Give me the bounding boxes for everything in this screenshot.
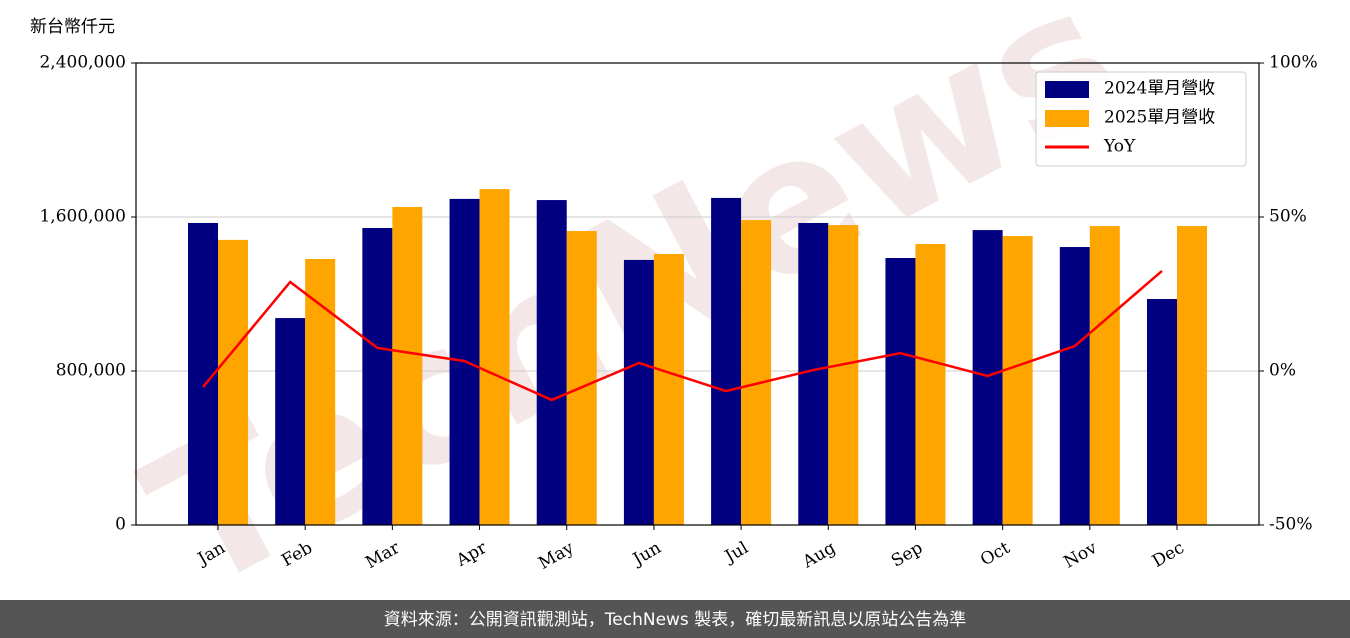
y2-tick-label: 50% xyxy=(1269,207,1307,227)
legend: 2024單月營收 2025單月營收 YoY xyxy=(1035,71,1247,167)
line xyxy=(202,269,1163,402)
bar xyxy=(1059,247,1090,525)
bar xyxy=(741,220,772,525)
bar xyxy=(972,230,1003,525)
x-tick-label: Aug xyxy=(799,538,840,573)
bar xyxy=(536,200,567,525)
footer-bar xyxy=(0,600,1350,638)
y-tick-label: 2,400,000 xyxy=(39,53,126,73)
y-tick-label: 0 xyxy=(115,515,126,535)
x-tick-label: Jun xyxy=(628,538,665,571)
bar xyxy=(479,189,510,525)
x-tick-label: Apr xyxy=(452,537,491,571)
bar xyxy=(885,258,916,525)
bar xyxy=(1089,226,1120,526)
bar xyxy=(1147,299,1177,525)
x-tick-label: May xyxy=(535,538,578,574)
footer-text: 資料來源：公開資訊觀測站，TechNews 製表，確切最新訊息以原站公告為準 xyxy=(384,610,966,630)
legend-label: 2025單月營收 xyxy=(1104,108,1215,128)
bar xyxy=(275,318,306,525)
y-axis-label: 新台幣仟元 xyxy=(30,17,115,37)
bar xyxy=(392,206,423,526)
bar xyxy=(1002,236,1033,525)
y2-tick-label: 100% xyxy=(1269,53,1318,73)
y2-tick-label: -50% xyxy=(1269,515,1313,535)
legend-label: YoY xyxy=(1103,137,1136,157)
x-tick-label: Oct xyxy=(977,538,1013,571)
bar xyxy=(566,231,597,526)
bar xyxy=(623,259,654,525)
bar xyxy=(1177,226,1207,526)
y2-tick-label: 0% xyxy=(1269,361,1296,381)
plot-frame xyxy=(135,62,1260,526)
x-tick-label: Dec xyxy=(1149,538,1188,572)
bar xyxy=(305,258,336,525)
y-tick-label: 1,600,000 xyxy=(39,207,126,227)
bar xyxy=(711,197,742,525)
bar xyxy=(828,225,859,525)
legend-label: 2024單月營收 xyxy=(1104,79,1215,99)
bar xyxy=(218,239,248,525)
legend-swatch xyxy=(1045,110,1089,127)
x-tick-label: Nov xyxy=(1061,538,1101,573)
bar xyxy=(915,243,946,525)
x-tick-label: Jul xyxy=(720,538,752,568)
bar xyxy=(798,222,829,525)
x-tick-label: Sep xyxy=(888,538,926,572)
bar xyxy=(653,253,684,525)
bar xyxy=(362,227,393,525)
legend-swatch xyxy=(1045,81,1089,98)
y-tick-label: 800,000 xyxy=(56,361,126,381)
